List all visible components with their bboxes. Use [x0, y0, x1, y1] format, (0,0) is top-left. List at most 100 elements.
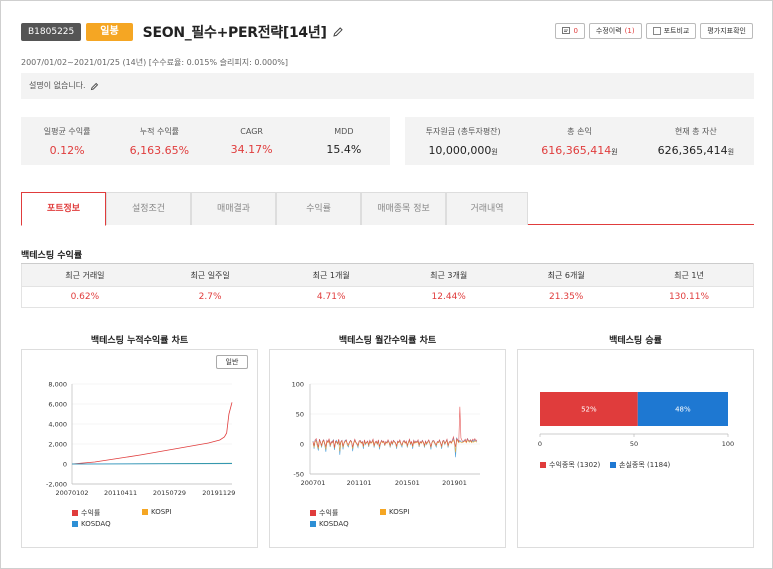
eval-metrics-button[interactable]: 평가지표확인: [700, 23, 753, 39]
stat-value: 0.12%: [49, 143, 85, 157]
legend-label: KOSDAQ: [81, 520, 111, 528]
stat-label: 현재 총 자산: [674, 126, 717, 136]
y-tick-label: 100: [292, 381, 304, 389]
stat-daily-avg: 일평균 수익률 0.12%: [21, 126, 113, 157]
stat-unit: 원: [611, 147, 618, 156]
period-badge: 일봉: [86, 23, 133, 41]
y-tick-label: 6,000: [48, 401, 67, 409]
backtest-returns-table: 최근 거래일 최근 일주일 최근 1개월 최근 3개월 최근 6개월 최근 1년…: [20, 263, 754, 308]
legend-returns: 수익률: [310, 508, 338, 518]
backtest-section-title: 백테스팅 수익률: [21, 251, 83, 261]
x-tick-label: 201501: [395, 479, 420, 487]
tab-returns[interactable]: 수익률: [276, 192, 361, 225]
legend-win: 수익종목 (1302): [540, 460, 600, 470]
bar-data-label: 52%: [581, 406, 597, 414]
period-info: 2007/01/02~2021/01/25 (14년) [수수료율: 0.015…: [21, 58, 288, 67]
legend-label: 수익률: [319, 509, 339, 517]
stat-cagr: CAGR 34.17%: [206, 127, 298, 156]
stat-label: CAGR: [240, 126, 263, 136]
tab-trade-results[interactable]: 매매결과: [191, 192, 276, 225]
x-tick-label: 20070102: [55, 489, 88, 497]
legend-label: KOSPI: [389, 508, 410, 516]
legend-swatch: [72, 510, 78, 516]
tab-port-info[interactable]: 포트정보: [21, 192, 106, 226]
winrate-chart-panel: 52% 48% 0 50 100 수익종목 (1302) 손실종목 (1184): [517, 349, 754, 548]
legend-label: 수익종목 (1302): [549, 461, 601, 469]
edit-history-count: (1): [624, 27, 635, 35]
description-text: 설명이 없습니다.: [29, 81, 86, 90]
loss-bar: [637, 392, 728, 426]
edit-history-button[interactable]: 수정이력 (1): [588, 23, 642, 39]
y-tick-label: 0: [63, 461, 67, 469]
stat-label: 일평균 수익률: [43, 126, 91, 136]
bar-data-label: 48%: [675, 406, 691, 414]
stat-principal: 투자원금 (총투자평잔) 10,000,000원: [405, 126, 521, 157]
legend-label: KOSPI: [151, 508, 172, 516]
chart-mode-button[interactable]: 일반: [216, 355, 248, 369]
winrate-chart-title: 백테스팅 승률: [609, 336, 662, 346]
legend-loss: 손실종목 (1184): [610, 460, 670, 470]
port-compare-label: 포트비교: [663, 27, 690, 35]
x-tick-label: 100: [722, 440, 734, 448]
column-header: 최근 1년: [624, 263, 754, 287]
port-compare-button[interactable]: 포트비교: [645, 23, 697, 39]
y-tick-label: -50: [293, 471, 304, 479]
stat-total-assets: 현재 총 자산 626,365,414원: [638, 126, 754, 157]
table-cell: 4.71%: [272, 286, 390, 308]
y-tick-label: -2,000: [46, 481, 67, 489]
x-tick-label: 20150729: [153, 489, 186, 497]
table-cell: 130.11%: [624, 286, 754, 308]
column-header: 최근 거래일: [20, 263, 148, 287]
header-actions: 0 수정이력 (1) 포트비교 평가지표확인: [555, 23, 753, 39]
column-header: 최근 6개월: [507, 263, 625, 287]
tab-stock-info[interactable]: 매매종목 정보: [361, 192, 446, 225]
cumulative-chart: -2,000 0 2,000 4,000 6,000 8,000 20070102 20110…: [46, 381, 235, 498]
strategy-code-badge: B1805225: [21, 23, 82, 41]
table-header-row: 최근 거래일 최근 일주일 최근 1개월 최근 3개월 최근 6개월 최근 1년: [20, 263, 754, 287]
legend-returns: 수익률: [72, 508, 100, 518]
legend-kosdaq: KOSDAQ: [310, 520, 349, 528]
column-header: 최근 일주일: [147, 263, 273, 287]
legend-label: KOSDAQ: [319, 520, 349, 528]
tab-settings[interactable]: 설정조건: [106, 192, 191, 225]
tab-trade-history[interactable]: 거래내역: [446, 192, 528, 225]
asset-stats-panel: 투자원금 (총투자평잔) 10,000,000원 총 손익 616,365,414원…: [405, 117, 754, 165]
edit-history-label: 수정이력: [595, 27, 622, 35]
checkbox-icon[interactable]: [652, 27, 661, 35]
legend-swatch: [142, 509, 148, 515]
win-bar: [540, 392, 638, 426]
stat-label: MDD: [334, 126, 354, 136]
series-line-returns: [71, 402, 233, 465]
comment-button[interactable]: 0: [555, 23, 585, 39]
edit-description-icon[interactable]: [90, 82, 99, 91]
x-tick-label: 201901: [442, 479, 467, 487]
page-title: SEON_필수+PER전략[14년]: [142, 25, 327, 41]
edit-pencil-icon[interactable]: [332, 26, 344, 38]
description-box: 설명이 없습니다.: [21, 73, 754, 99]
header: B1805225 일봉 SEON_필수+PER전략[14년]: [21, 22, 344, 42]
return-stats-panel: 일평균 수익률 0.12% 누적 수익률 6,163.65% CAGR 34.17% …: [21, 117, 390, 165]
legend-swatch: [310, 510, 316, 516]
legend-swatch: [610, 462, 616, 468]
stat-label: 투자원금 (총투자평잔): [425, 126, 501, 136]
legend-label: 수익률: [81, 509, 101, 517]
table-cell: 21.35%: [507, 286, 625, 308]
cumulative-chart-panel: 일반 -2,000 0 2,000 4,000 6,000 8,000 20070102 20…: [21, 349, 258, 548]
legend-swatch: [380, 509, 386, 515]
stat-value: 15.4%: [326, 142, 362, 156]
stat-unit: 원: [491, 147, 498, 156]
monthly-chart-title: 백테스팅 월간수익률 차트: [338, 336, 437, 346]
stat-value: 616,365,414: [541, 143, 612, 157]
x-tick-label: 200701: [301, 479, 326, 487]
legend-swatch: [310, 521, 316, 527]
column-header: 최근 3개월: [389, 263, 508, 287]
tab-bar: 포트정보 설정조건 매매결과 수익률 매매종목 정보 거래내역: [21, 192, 754, 226]
series-line-returns: [312, 406, 478, 448]
stat-value: 626,365,414: [657, 143, 728, 157]
column-header: 최근 1개월: [272, 263, 390, 287]
stat-cumulative: 누적 수익률 6,163.65%: [113, 126, 205, 157]
y-tick-label: 8,000: [48, 381, 67, 389]
monthly-chart: -50 0 50 100 200701 201101 201501 201901: [292, 381, 480, 487]
legend-swatch: [72, 521, 78, 527]
